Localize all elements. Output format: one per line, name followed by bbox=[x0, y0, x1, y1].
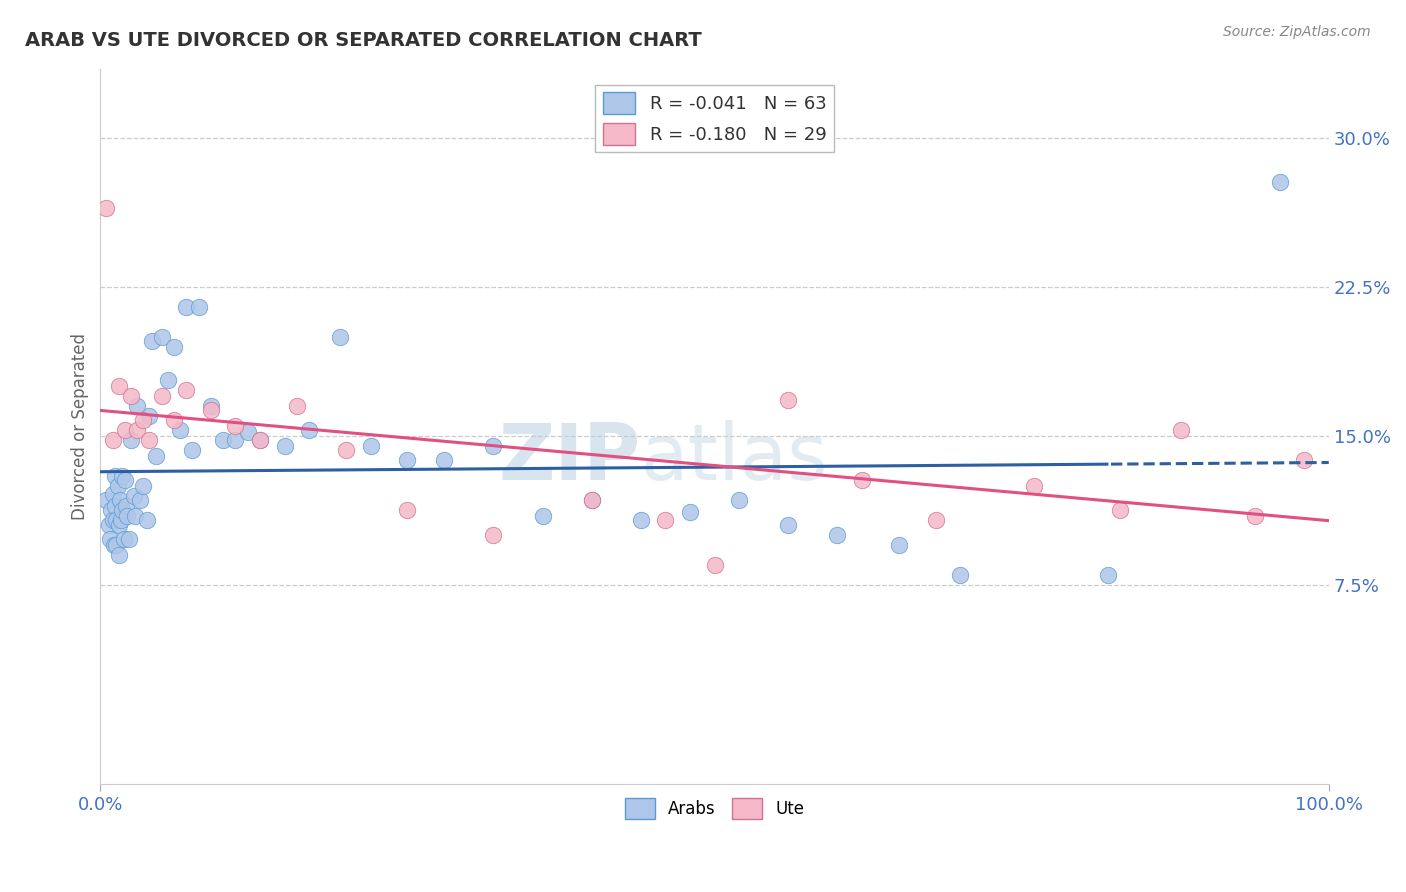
Point bbox=[212, 433, 235, 447]
Point bbox=[273, 439, 295, 453]
Point bbox=[136, 512, 159, 526]
Point bbox=[887, 538, 910, 552]
Legend: Arabs, Ute: Arabs, Ute bbox=[617, 792, 811, 825]
Point bbox=[581, 492, 603, 507]
Point bbox=[114, 473, 136, 487]
Point bbox=[236, 425, 259, 439]
Point bbox=[1022, 479, 1045, 493]
Point bbox=[96, 201, 118, 215]
Point bbox=[101, 433, 124, 447]
Point bbox=[163, 340, 186, 354]
Point bbox=[176, 384, 198, 398]
Point bbox=[200, 399, 222, 413]
Point bbox=[115, 499, 138, 513]
Point bbox=[360, 439, 382, 453]
Point bbox=[97, 518, 120, 533]
Point bbox=[145, 449, 167, 463]
Point bbox=[433, 453, 456, 467]
Point bbox=[1170, 423, 1192, 437]
Point bbox=[163, 413, 186, 427]
Point bbox=[101, 512, 124, 526]
Point bbox=[128, 492, 150, 507]
Point bbox=[335, 442, 357, 457]
Point bbox=[827, 528, 849, 542]
Text: atlas: atlas bbox=[641, 420, 828, 496]
Point bbox=[112, 533, 135, 547]
Point bbox=[110, 512, 132, 526]
Y-axis label: Divorced or Separated: Divorced or Separated bbox=[72, 333, 89, 520]
Point bbox=[105, 538, 128, 552]
Point bbox=[778, 393, 800, 408]
Point bbox=[679, 504, 702, 518]
Point bbox=[103, 538, 125, 552]
Point bbox=[224, 419, 246, 434]
Point bbox=[176, 300, 198, 314]
Point bbox=[249, 433, 271, 447]
Text: ARAB VS UTE DIVORCED OR SEPARATED CORRELATION CHART: ARAB VS UTE DIVORCED OR SEPARATED CORREL… bbox=[25, 31, 702, 50]
Point bbox=[249, 433, 271, 447]
Point bbox=[396, 502, 419, 516]
Point bbox=[156, 373, 179, 387]
Point bbox=[187, 300, 209, 314]
Point bbox=[482, 439, 505, 453]
Point bbox=[107, 548, 129, 562]
Point bbox=[630, 512, 652, 526]
Point bbox=[1097, 568, 1119, 582]
Point bbox=[703, 558, 725, 573]
Point bbox=[141, 334, 163, 348]
Point bbox=[949, 568, 972, 582]
Point bbox=[107, 379, 129, 393]
Point bbox=[127, 399, 149, 413]
Point bbox=[111, 468, 134, 483]
Text: Source: ZipAtlas.com: Source: ZipAtlas.com bbox=[1223, 25, 1371, 39]
Point bbox=[114, 423, 136, 437]
Point bbox=[1294, 453, 1316, 467]
Point bbox=[132, 413, 155, 427]
Text: ZIP: ZIP bbox=[499, 420, 641, 496]
Point bbox=[298, 423, 321, 437]
Point bbox=[120, 389, 142, 403]
Point bbox=[108, 492, 131, 507]
Point bbox=[181, 442, 204, 457]
Point bbox=[531, 508, 554, 523]
Point bbox=[111, 502, 134, 516]
Point bbox=[200, 403, 222, 417]
Point bbox=[169, 423, 191, 437]
Point bbox=[104, 468, 127, 483]
Point bbox=[124, 508, 146, 523]
Point bbox=[224, 433, 246, 447]
Point bbox=[100, 502, 122, 516]
Point bbox=[107, 479, 129, 493]
Point bbox=[150, 329, 173, 343]
Point bbox=[1244, 508, 1267, 523]
Point bbox=[138, 433, 160, 447]
Point bbox=[654, 512, 676, 526]
Point bbox=[120, 433, 142, 447]
Point bbox=[122, 489, 145, 503]
Point bbox=[728, 492, 751, 507]
Point bbox=[778, 518, 800, 533]
Point bbox=[101, 486, 124, 500]
Point bbox=[96, 492, 118, 507]
Point bbox=[132, 479, 155, 493]
Point bbox=[98, 533, 121, 547]
Point bbox=[285, 399, 308, 413]
Point bbox=[482, 528, 505, 542]
Point bbox=[329, 329, 352, 343]
Point bbox=[396, 453, 419, 467]
Point bbox=[1109, 502, 1132, 516]
Point bbox=[1268, 175, 1291, 189]
Point bbox=[581, 492, 603, 507]
Point bbox=[924, 512, 946, 526]
Point bbox=[138, 409, 160, 424]
Point bbox=[117, 508, 139, 523]
Point bbox=[150, 389, 173, 403]
Point bbox=[105, 512, 128, 526]
Point bbox=[104, 499, 127, 513]
Point bbox=[117, 533, 139, 547]
Point bbox=[127, 423, 149, 437]
Point bbox=[851, 473, 873, 487]
Point bbox=[107, 518, 129, 533]
